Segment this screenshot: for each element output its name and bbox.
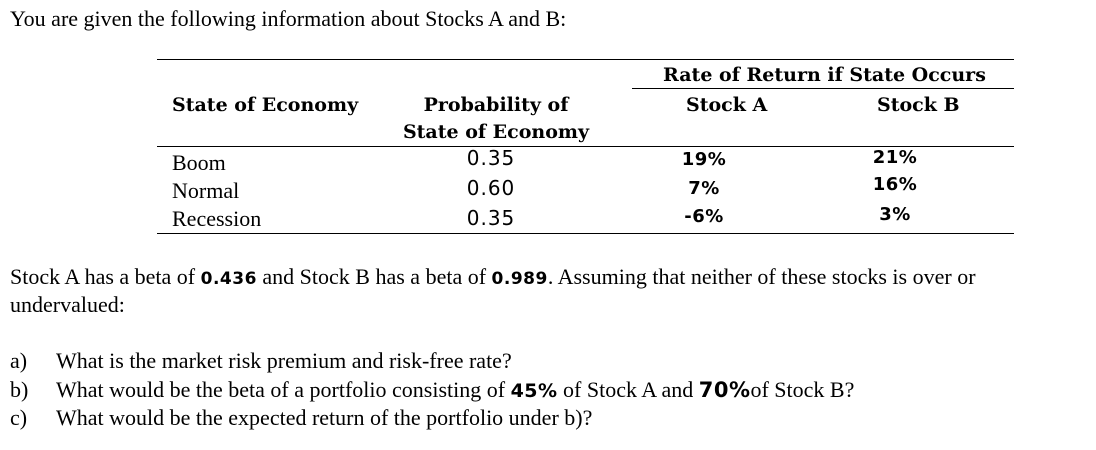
- question-label-b: b): [10, 377, 29, 402]
- table-bottom-rule: [157, 233, 1014, 234]
- row-prob: 0.35: [466, 206, 516, 230]
- col-header-prob-line2: State of Economy: [402, 121, 590, 143]
- question-label-c: c): [10, 405, 28, 430]
- row-stock-a: 7%: [688, 178, 720, 199]
- question-text-b: What would be the beta of a portfolio co…: [56, 377, 854, 403]
- header-bottom-rule: [157, 146, 1014, 147]
- table-top-rule: [157, 59, 1014, 60]
- question-b-part2: of Stock A and: [557, 377, 699, 402]
- row-stock-b: 16%: [872, 174, 918, 195]
- question-label-a: a): [10, 348, 28, 373]
- intro-text: You are given the following information …: [10, 6, 567, 31]
- beta-text-part2: and Stock B has a beta of: [256, 264, 492, 289]
- col-header-stock-a: Stock A: [686, 94, 768, 116]
- question-b-part3: of Stock B?: [750, 377, 855, 402]
- beta-b-value: 0.989: [491, 269, 548, 289]
- question-text-c: What would be the expected return of the…: [56, 405, 593, 430]
- beta-paragraph-line1: Stock A has a beta of 0.436 and Stock B …: [10, 264, 976, 290]
- group-header-rule: [632, 88, 1014, 89]
- question-b-part1: What would be the beta of a portfolio co…: [56, 377, 511, 402]
- question-text-a: What is the market risk premium and risk…: [56, 348, 512, 373]
- col-header-state: State of Economy: [172, 94, 359, 116]
- beta-text-part1: Stock A has a beta of: [10, 264, 201, 289]
- row-prob: 0.35: [466, 146, 516, 170]
- row-stock-b: 21%: [872, 147, 918, 168]
- group-header: Rate of Return if State Occurs: [663, 64, 986, 86]
- beta-a-value: 0.436: [200, 269, 257, 289]
- col-header-prob-line1: Probability of: [423, 94, 569, 116]
- row-prob: 0.60: [466, 176, 516, 200]
- col-header-stock-b: Stock B: [877, 94, 960, 116]
- row-state: Recession: [172, 206, 262, 231]
- beta-text-part3: . Assuming that neither of these stocks …: [547, 264, 976, 289]
- row-state: Normal: [172, 178, 240, 203]
- beta-paragraph-line2: undervalued:: [10, 292, 125, 317]
- row-stock-b: 3%: [879, 204, 911, 225]
- row-state: Boom: [172, 150, 226, 175]
- row-stock-a: 19%: [681, 149, 727, 170]
- row-stock-a: -6%: [684, 206, 724, 227]
- question-b-weight-a: 45%: [510, 380, 558, 402]
- question-b-weight-b: 70%: [698, 378, 751, 402]
